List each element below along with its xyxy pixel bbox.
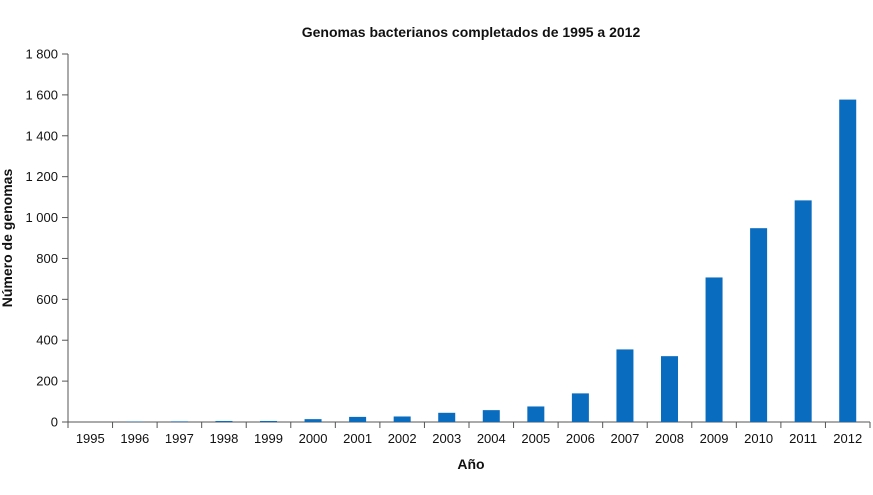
- x-axis-label: Año: [457, 456, 484, 472]
- x-tick-label: 1996: [120, 431, 149, 446]
- bar-1999: [260, 420, 277, 422]
- x-tick-label: 1997: [165, 431, 194, 446]
- bar-2007: [616, 349, 634, 422]
- y-tick-label: 1 600: [25, 87, 58, 102]
- x-tick-label: 2004: [477, 431, 506, 446]
- x-tick-label: 2007: [610, 431, 639, 446]
- bar-2001: [349, 416, 367, 422]
- y-tick-label: 400: [36, 333, 58, 348]
- bar-1997: [170, 421, 188, 422]
- y-tick-label: 800: [36, 251, 58, 266]
- x-tick-label: 2003: [432, 431, 461, 446]
- y-tick-label: 1 200: [25, 169, 58, 184]
- x-tick-label: 2006: [566, 431, 595, 446]
- x-tick-label: 2011: [789, 431, 817, 446]
- y-tick-label: 1 800: [25, 47, 58, 62]
- x-tick-label: 2000: [299, 431, 328, 446]
- x-tick-label: 2012: [833, 431, 862, 446]
- x-tick-label: 2010: [744, 431, 773, 446]
- x-tick-label: 1995: [76, 431, 105, 446]
- x-tick-label: 2001: [343, 431, 372, 446]
- x-tick-label: 2009: [700, 431, 729, 446]
- x-tick-label: 2008: [655, 431, 684, 446]
- bar-2012: [839, 99, 857, 422]
- y-tick-label: 1 400: [25, 128, 58, 143]
- y-tick-label: 600: [36, 292, 58, 307]
- bar-2002: [393, 416, 411, 422]
- bar-2004: [482, 410, 500, 422]
- x-tick-label: 1998: [209, 431, 238, 446]
- x-tick-label: 2005: [521, 431, 550, 446]
- x-tick-label: 1999: [254, 431, 283, 446]
- chart-title: Genomas bacterianos completados de 1995 …: [302, 24, 641, 40]
- y-tick-label: 1 000: [25, 210, 58, 225]
- bar-2008: [661, 356, 678, 422]
- bar-2003: [438, 412, 456, 422]
- bar-2009: [705, 277, 723, 422]
- bar-1998: [215, 420, 233, 422]
- y-axis-label: Número de genomas: [0, 169, 15, 308]
- bar-2011: [794, 200, 812, 422]
- bar-2010: [750, 228, 768, 422]
- bar-2000: [304, 419, 322, 422]
- x-tick-label: 2002: [388, 431, 417, 446]
- plot-area: 0 200 400 600 800 1 000 1 200 1 400 1 600 1 800 19…: [25, 47, 871, 446]
- bar-2005: [527, 406, 545, 422]
- y-tick-label: 200: [36, 374, 58, 389]
- bar-2006: [571, 393, 589, 422]
- y-tick-label: 0: [51, 415, 58, 430]
